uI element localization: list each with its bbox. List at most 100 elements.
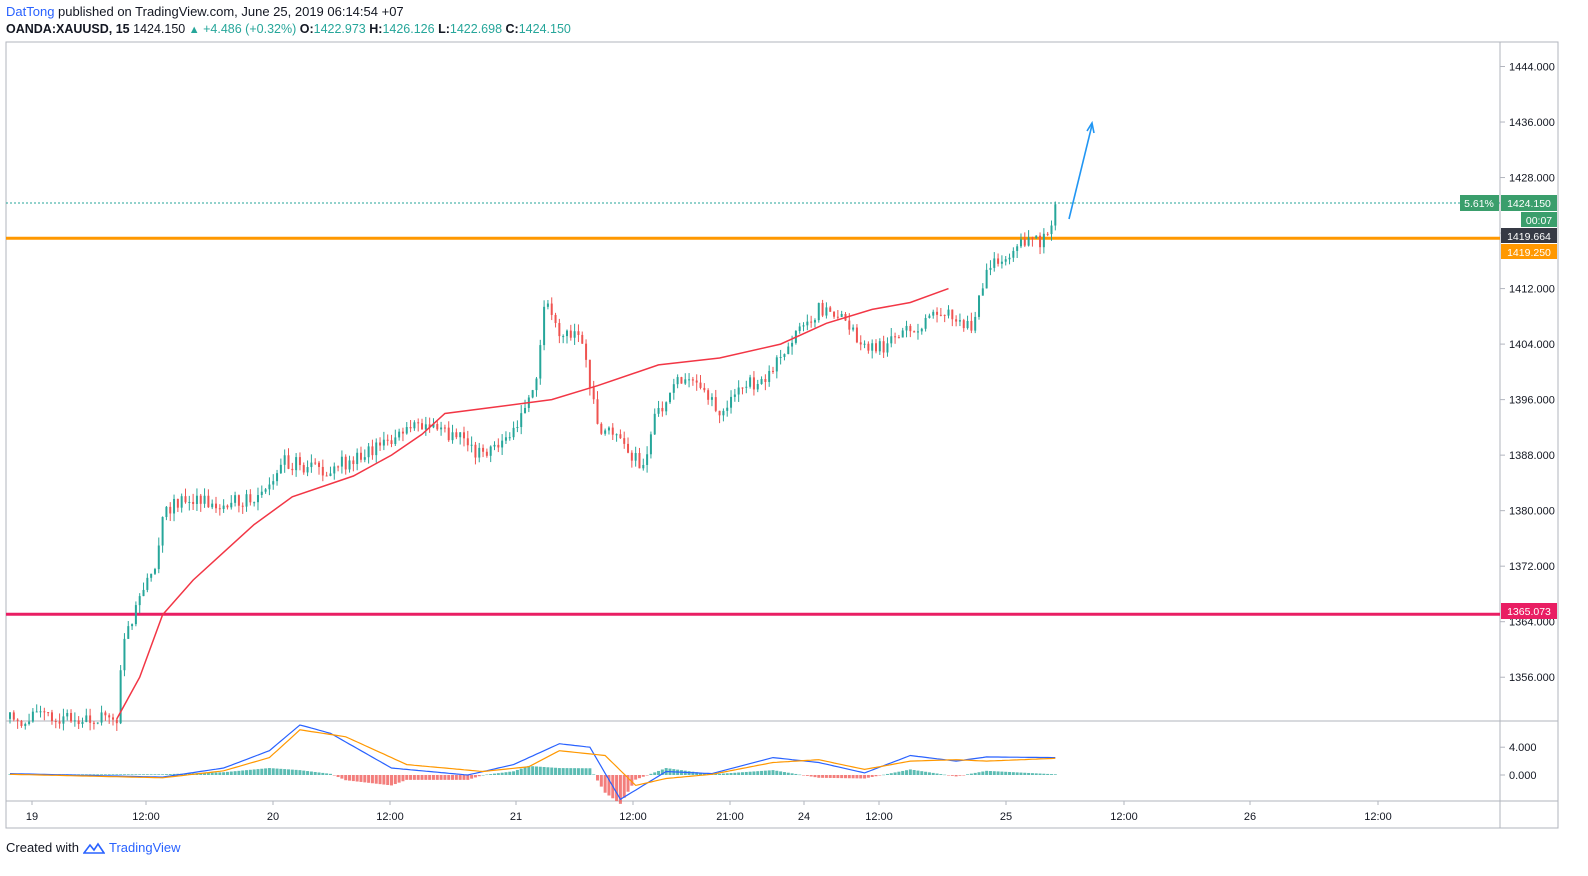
candle [741,387,744,395]
macd-bar [519,768,523,775]
macd-bar [378,775,382,785]
candle [737,380,740,402]
macd-bar [996,771,1000,775]
candle [92,720,95,730]
candle [943,314,946,323]
macd-bar [279,768,283,775]
time-axis[interactable]: 19 12:00 20 12:00 21 12:00 21:00 24 12:00 25 12:00… [26,801,1392,823]
time-tick-label: 12:00 [376,811,404,823]
candle [581,331,584,344]
macd-bar [344,775,348,781]
candle [882,335,885,359]
candle [1008,253,1011,265]
macd-bar [1004,771,1008,775]
time-tick-label: 25 [1000,811,1012,823]
macd-bar [351,775,355,782]
macd-bar [88,774,92,775]
candle [272,474,275,490]
candle [100,705,103,726]
macd-bar [561,768,565,775]
candle [642,458,645,471]
candle [970,312,973,334]
macd-bar [1053,774,1057,775]
candle [890,327,893,348]
candle [39,705,42,718]
high-value: 1426.126 [382,22,435,36]
candle [653,408,656,435]
candle [58,713,61,729]
macd-bar [466,775,470,780]
candle [230,495,233,510]
macd-axis: 4.000 0.000 [1500,742,1537,782]
macd-bar [596,775,600,781]
macd-bar [206,772,210,775]
time-tick-label: 21:00 [716,811,744,823]
candle [237,494,240,513]
candle [77,716,80,729]
candle [188,495,191,511]
price-tick-label: 1396.000 [1509,395,1555,407]
macd-bar [420,775,424,780]
macd-bar [283,769,287,775]
macd-bar [149,774,153,775]
candle [779,349,782,365]
symbol-label: OANDA:XAUUSD, 15 [6,22,130,36]
candle [962,318,965,332]
candle [703,383,706,393]
macd-bar [126,774,130,775]
time-tick-label: 21 [510,811,522,823]
candle [123,633,126,677]
chart-canvas[interactable]: 1444.0001436.0001428.0001420.0001412.000… [0,0,1588,832]
macd-bar [485,774,489,776]
support-badge: 1365.073 [1507,606,1551,618]
candle [657,400,660,417]
price-tick-label: 1372.000 [1509,561,1555,573]
candle [440,421,443,436]
macd-bar [477,775,481,777]
candle [222,499,225,513]
macd-bar [290,769,294,775]
projection-arrow[interactable] [1068,120,1095,220]
macd-bar [493,773,497,775]
candle [310,454,313,473]
macd-bar [412,775,416,780]
price-tick-label: 1380.000 [1509,506,1555,518]
macd-bar [512,771,516,775]
macd-bar [370,775,374,784]
macd-bar [256,769,260,775]
candle [913,330,916,333]
macd-bar [931,772,935,775]
author-link[interactable]: DatTong [6,4,55,19]
candle [173,494,176,522]
macd-bar [576,768,580,775]
candle [318,460,321,475]
candle [871,339,874,359]
candle [409,420,412,433]
candle [916,323,919,340]
candle [413,420,416,431]
low-value: 1422.698 [449,22,503,36]
candle [936,307,939,323]
macd-bar [306,771,310,775]
candle [470,436,473,453]
candle [478,442,481,463]
candle [585,339,588,368]
candle [138,593,141,614]
macd-bar [496,773,500,775]
close-label: C: [505,22,519,36]
candle [260,485,263,498]
candle [783,353,786,361]
macd-bar [626,775,630,792]
candle [676,374,679,389]
macd-bar [241,770,245,775]
macd-bar [1000,771,1004,775]
macd-bar [504,772,508,775]
candle [474,441,477,465]
price-tick-label: 1404.000 [1509,339,1555,351]
macd-bar [264,768,268,775]
price-axis[interactable]: 1444.0001436.0001428.0001420.0001412.000… [1500,62,1555,685]
price-tick-label: 1356.000 [1509,672,1555,684]
macd-bar [786,772,790,775]
tradingview-brand[interactable]: TradingView [108,840,181,855]
macd-bar [802,775,806,776]
